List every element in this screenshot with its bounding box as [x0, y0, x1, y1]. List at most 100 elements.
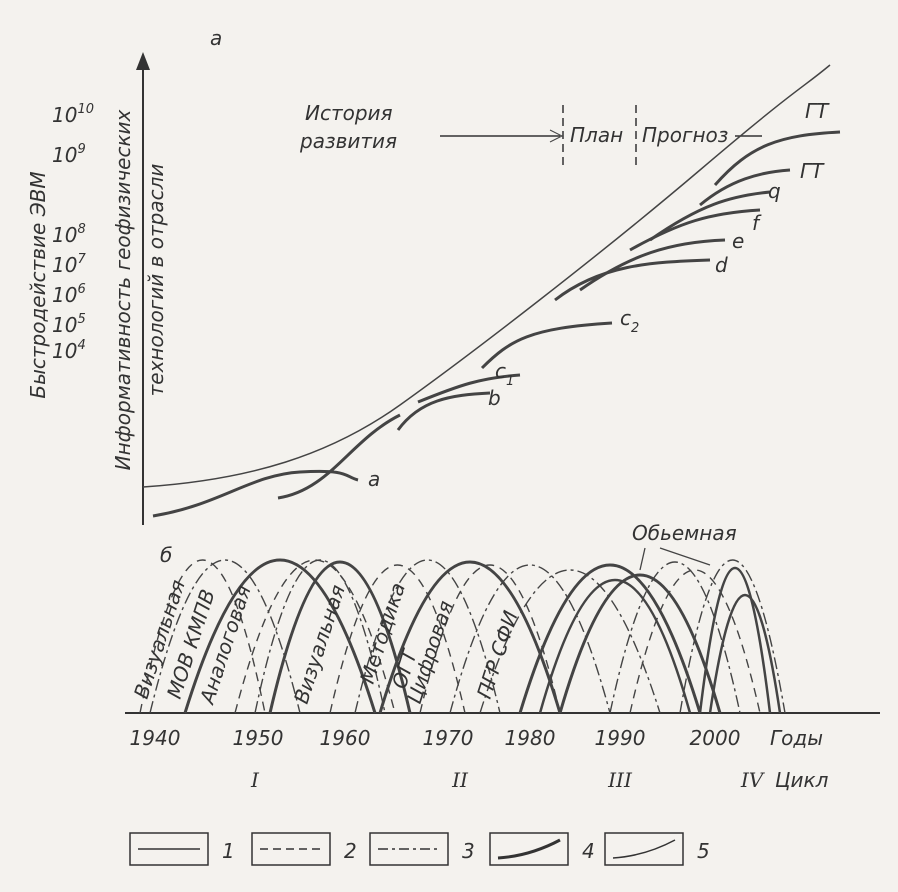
s-curves — [152, 130, 841, 518]
cycle-arch — [268, 560, 412, 714]
year-label: 1970 — [423, 726, 474, 750]
cycle-arch — [558, 573, 722, 714]
forecast-label: Прогноз — [642, 123, 728, 147]
cycle-label: Цикл — [775, 768, 829, 792]
history-label: развития — [299, 129, 397, 153]
year-label: 1940 — [130, 726, 181, 750]
curve-label: c2 — [620, 306, 639, 336]
cycle-arch — [183, 558, 377, 714]
year-label: 1950 — [233, 726, 284, 750]
gt-label: ГТ — [800, 159, 825, 183]
curve-label: f — [752, 211, 762, 235]
y-tick-label: 106 — [52, 282, 86, 307]
exponent: 8 — [77, 222, 85, 237]
method-label: ПГР СФИ — [472, 608, 523, 702]
subscript: 1 — [506, 374, 514, 389]
year-label: 2000 — [690, 726, 741, 750]
letter: a — [368, 467, 380, 491]
cycle-arch — [629, 569, 761, 714]
history-label: История — [305, 101, 393, 125]
cycle-arch — [254, 559, 386, 714]
cycle-number: IV — [740, 768, 766, 792]
y-tick-label: 107 — [52, 252, 86, 277]
legend-number: 1 — [222, 839, 235, 863]
y-tick-label: 108 — [52, 222, 86, 247]
curve-label: a — [368, 467, 380, 491]
cycle-arch — [419, 564, 561, 714]
exponent: 4 — [77, 338, 85, 353]
y-tick-label: 1010 — [52, 102, 94, 127]
cycle-arch — [479, 569, 661, 714]
letter: f — [752, 211, 762, 235]
volume-label: Обьемная — [632, 521, 737, 545]
y-axis-title: Быстродействие ЭВМ — [26, 171, 50, 398]
legend-sample — [612, 839, 676, 859]
method-label: Визуальная — [289, 582, 350, 707]
y-tick-label: 109 — [52, 142, 86, 167]
curve-label: c1 — [495, 359, 514, 389]
cycle-arch — [679, 559, 786, 714]
cycle-arch — [329, 564, 466, 714]
legend-box — [489, 832, 569, 866]
legend-number: 2 — [344, 839, 357, 863]
cycle-arch — [538, 579, 692, 714]
curve-label: d — [715, 253, 728, 277]
letter: c — [620, 306, 631, 330]
cycle-arch — [708, 594, 782, 714]
letter: q — [768, 179, 781, 203]
curve-label: e — [732, 229, 744, 253]
cycle-arch — [609, 561, 741, 714]
legend-number: 4 — [582, 839, 595, 863]
envelope-curve — [142, 64, 831, 488]
cycle-arch — [139, 559, 266, 714]
cycle-arch — [378, 560, 562, 714]
legend-box — [369, 832, 449, 866]
legend-box — [129, 832, 209, 866]
base: 10 — [52, 103, 77, 127]
letter: c — [495, 359, 506, 383]
base: 10 — [52, 223, 77, 247]
year-label: 1960 — [320, 726, 371, 750]
exponent: 9 — [77, 142, 85, 157]
y-axis-title: Информативность геофизических — [111, 109, 135, 470]
exponent: 6 — [77, 282, 85, 297]
legend-number: 5 — [697, 839, 710, 863]
base: 10 — [52, 313, 77, 337]
cycle-arch — [449, 564, 611, 714]
cycle-arch — [354, 559, 501, 714]
base: 10 — [52, 253, 77, 277]
exponent: 7 — [77, 252, 86, 267]
cycle-number: II — [451, 768, 469, 792]
panel-label: а — [210, 26, 222, 50]
exponent: 10 — [77, 102, 94, 117]
legend-number: 3 — [462, 839, 475, 863]
curve-label: q — [768, 179, 781, 203]
letter: d — [715, 253, 728, 277]
cycle-arch — [518, 563, 702, 714]
cycle-arch — [698, 567, 772, 714]
pointer — [639, 547, 711, 571]
legend-box — [251, 832, 331, 866]
year-label: 1980 — [505, 726, 556, 750]
base: 10 — [52, 339, 77, 363]
cycle-number: III — [607, 768, 633, 792]
legend-box — [604, 832, 684, 866]
cycle-number: I — [250, 768, 260, 792]
exponent: 5 — [77, 312, 85, 327]
legend-sample — [497, 838, 561, 860]
y-axis-title: технологий в отрасли — [144, 164, 168, 397]
cycle-arch — [149, 559, 301, 714]
arrow-head — [549, 129, 564, 143]
years-label: Годы — [770, 726, 823, 750]
y-tick-label: 104 — [52, 338, 86, 363]
subscript: 2 — [631, 321, 639, 336]
y-tick-label: 105 — [52, 312, 86, 337]
base: 10 — [52, 283, 77, 307]
gt-label: ГТ — [805, 99, 830, 123]
base: 10 — [52, 143, 77, 167]
letter: e — [732, 229, 744, 253]
plan-label: План — [570, 123, 623, 147]
arrow-head — [136, 52, 150, 70]
letter: b — [488, 386, 501, 410]
